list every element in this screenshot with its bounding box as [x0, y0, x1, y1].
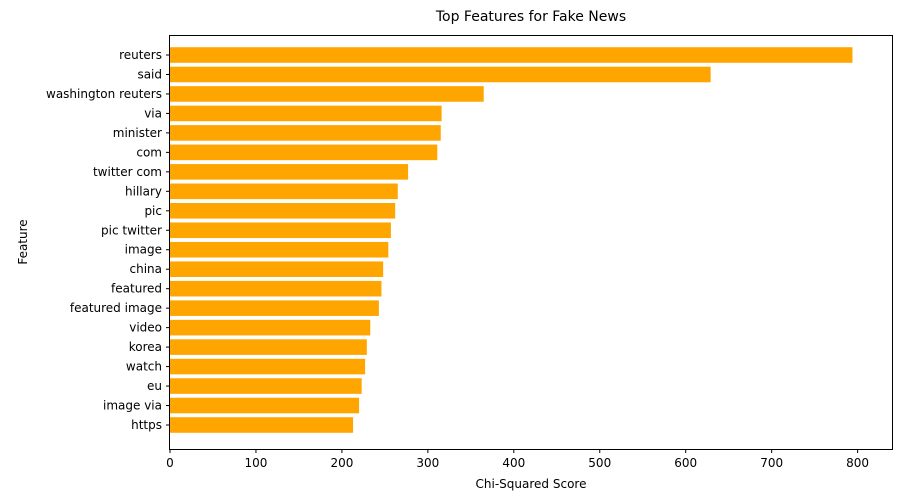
bar-eu [170, 378, 362, 394]
x-axis-label: Chi-Squared Score [476, 477, 587, 491]
x-tick-label: 500 [588, 456, 611, 470]
y-tick-label: featured image [70, 301, 162, 315]
bar-hillary [170, 183, 398, 200]
bar-twitter-com [170, 164, 409, 180]
x-tick-label: 300 [416, 456, 439, 470]
y-tick-label: hillary [125, 184, 162, 198]
bar-image [170, 241, 389, 258]
y-axis-label: Feature [16, 219, 30, 264]
y-tick-label: pic [144, 204, 162, 218]
y-tick-label: eu [147, 379, 162, 393]
bar-korea [170, 339, 367, 355]
bar-pic [170, 203, 396, 219]
bar-featured-image [170, 300, 379, 316]
bar-said [170, 66, 711, 83]
y-tick-label: said [137, 67, 162, 81]
bar-image-via [170, 397, 360, 414]
x-tick-labels: 0 100 200 300 400 500 600 700 800 [166, 449, 869, 470]
bar-video [170, 319, 371, 336]
y-tick-label: image via [103, 399, 162, 413]
y-tick-label: minister [113, 126, 162, 140]
x-tick-label: 700 [760, 456, 783, 470]
chart-title: Top Features for Fake News [435, 9, 626, 25]
bar-via [170, 105, 442, 122]
plot-frame [169, 35, 893, 450]
bar-minister [170, 125, 441, 141]
x-tick-label: 0 [166, 456, 174, 470]
y-tick-label: pic twitter [101, 223, 162, 237]
x-tick-label: 600 [674, 456, 697, 470]
bar-china [170, 261, 384, 277]
y-tick-label: com [136, 145, 162, 159]
y-tick-labels: reuters said washington reuters via minister… [46, 48, 170, 432]
y-tick-label: featured [111, 282, 162, 296]
y-tick-label: washington reuters [46, 87, 162, 101]
bar-https [170, 417, 354, 433]
x-tick-label: 800 [846, 456, 869, 470]
y-tick-label: twitter com [93, 165, 162, 179]
y-tick-label: via [144, 106, 162, 120]
bar-reuters [170, 47, 853, 63]
y-tick-label: https [131, 418, 162, 432]
y-tick-label: korea [129, 340, 162, 354]
x-tick-label: 400 [502, 456, 525, 470]
x-tick-label: 200 [330, 456, 353, 470]
bars-group [170, 47, 853, 433]
x-tick-label: 100 [244, 456, 267, 470]
y-tick-label: video [129, 321, 162, 335]
bar-com [170, 144, 438, 161]
y-tick-label: watch [126, 360, 162, 374]
y-tick-label: reuters [119, 48, 162, 62]
bar-watch [170, 358, 366, 375]
y-tick-label: image [125, 243, 162, 257]
bar-featured [170, 280, 382, 297]
y-tick-label: china [130, 262, 163, 276]
bar-washington-reuters [170, 86, 484, 102]
bar-pic-twitter [170, 222, 391, 239]
